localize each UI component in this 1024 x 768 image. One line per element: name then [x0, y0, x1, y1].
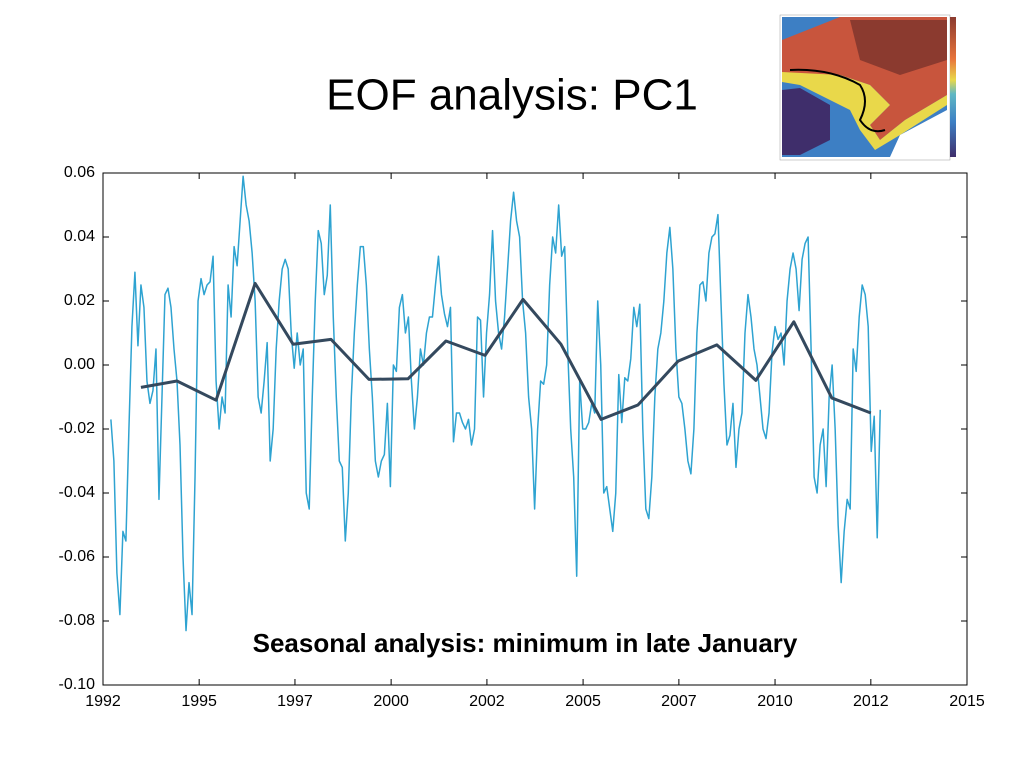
y-tick-label: 0.02: [64, 292, 95, 309]
y-tick-label: 0.06: [64, 164, 95, 181]
y-tick-label: 0.04: [64, 228, 95, 245]
x-tick-label: 1995: [181, 693, 217, 710]
y-tick-label: -0.04: [59, 484, 96, 501]
x-tick-label: 2015: [949, 693, 985, 710]
y-tick-label: -0.08: [59, 612, 96, 629]
x-tick-label: 1997: [277, 693, 313, 710]
map-hot-region: [850, 20, 947, 75]
x-tick-label: 2005: [565, 693, 601, 710]
map-contour: [789, 68, 886, 133]
slide-title: EOF analysis: PC1: [326, 71, 698, 120]
x-tick-label: 2002: [469, 693, 505, 710]
data-line: [110, 175, 881, 632]
x-tick-label: 2012: [853, 693, 889, 710]
map-cold-region: [782, 88, 830, 155]
y-tick-label: -0.10: [59, 676, 96, 693]
x-tick-label: 2007: [661, 693, 697, 710]
map-colorbar: [950, 17, 956, 157]
y-tick-label: -0.02: [59, 420, 96, 437]
annotation: Seasonal analysis: minimum in late Janua…: [253, 628, 798, 658]
y-tick-label: 0.00: [64, 356, 95, 373]
data-line: [140, 281, 872, 421]
y-tick-label: -0.06: [59, 548, 96, 565]
x-tick-label: 1992: [85, 693, 121, 710]
map-land: [890, 110, 947, 157]
x-tick-label: 2000: [373, 693, 409, 710]
inset-map: [779, 14, 956, 161]
plot-frame: [102, 172, 968, 686]
x-tick-label: 2010: [757, 693, 793, 710]
